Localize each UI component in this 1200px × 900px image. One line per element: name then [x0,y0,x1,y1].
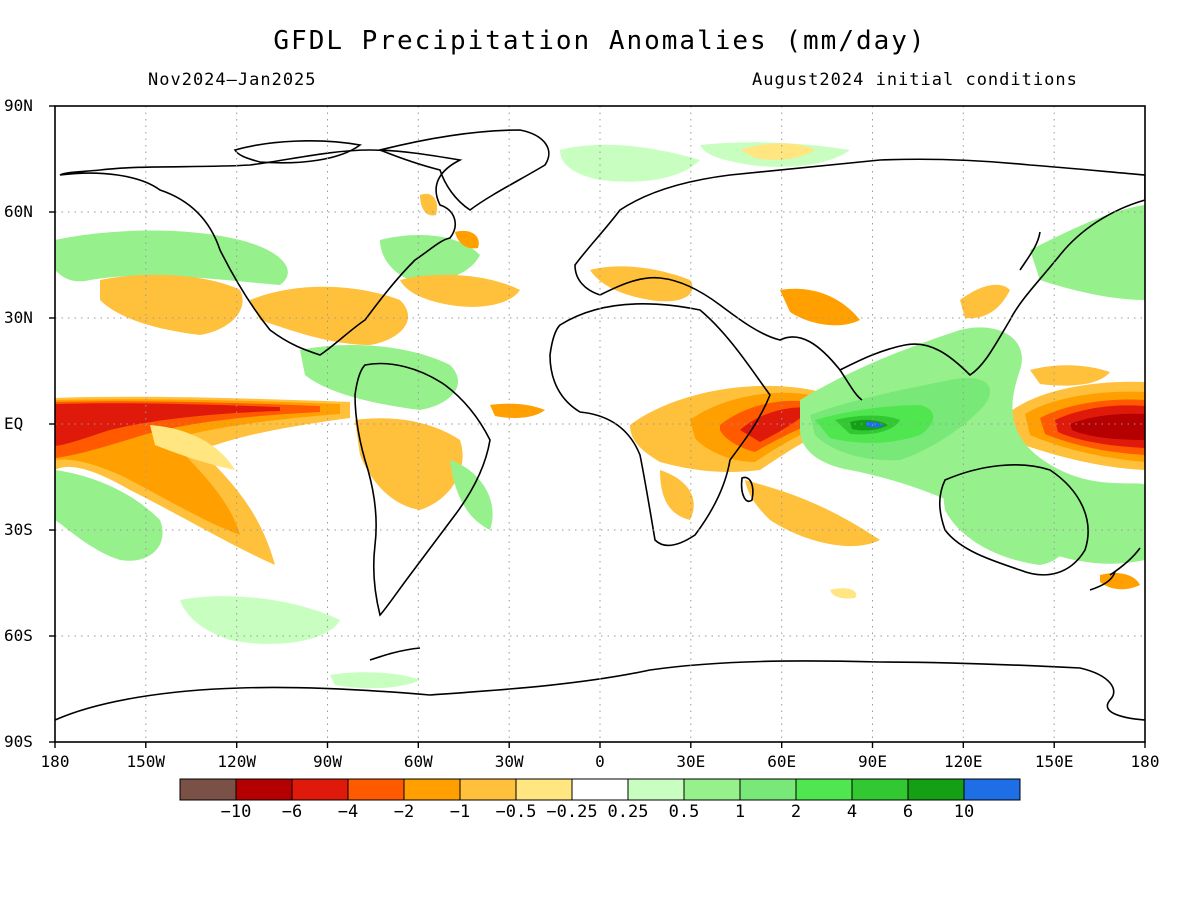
lat-label-90s: 90S [4,732,33,751]
lon-label-180e: 180 [1130,752,1160,771]
colorbar-label: 6 [902,802,914,822]
lon-label-60e: 60E [767,752,797,771]
colorbar-swatch [459,778,517,801]
colorbar-label: 4 [846,802,858,822]
colorbar-label: 0.5 [668,802,700,822]
lon-label-180w: 180 [40,752,70,771]
colorbar-label: 1 [734,802,746,822]
colorbar-label: 10 [953,802,975,822]
colorbar-swatch [627,778,685,801]
initial-conditions: August2024 initial conditions [752,70,1078,90]
colorbar-swatch [235,778,293,801]
axis-ticks [49,105,1146,748]
colorbar-swatch [907,778,965,801]
colorbar-label: −0.5 [495,802,537,822]
lat-label-30n: 30N [4,308,33,327]
colorbar-label: 2 [790,802,802,822]
lat-label-eq: EQ [4,414,24,433]
lon-label-120w: 120W [217,752,256,771]
colorbar-swatch [963,778,1021,801]
lon-label-90w: 90W [313,752,342,771]
colorbar-swatch [403,778,461,801]
lat-label-60s: 60S [4,626,33,645]
lon-label-150w: 150W [126,752,166,771]
colorbar-label: −1 [449,802,471,822]
lat-label-90n: 90N [4,96,33,115]
colorbar-swatch [683,778,741,801]
lon-label-60w: 60W [403,752,433,771]
colorbar-label: −4 [337,802,359,822]
lon-label-0: 0 [595,752,605,771]
colorbar [179,778,1021,801]
lat-label-30s: 30S [4,520,33,539]
lon-label-30w: 30W [494,752,524,771]
coastlines [55,129,1145,721]
lon-label-90e: 90E [858,752,887,771]
colorbar-swatch [795,778,853,801]
lon-label-150e: 150E [1034,752,1074,771]
colorbar-label: −6 [281,802,303,822]
forecast-period: Nov2024–Jan2025 [148,70,317,90]
colorbar-label: 0.25 [607,802,649,822]
colorbar-swatch [179,778,237,801]
colorbar-swatch [291,778,349,801]
colorbar-label: −0.25 [546,802,598,822]
colorbar-swatch [739,778,797,801]
colorbar-swatch [571,778,629,801]
colorbar-swatch [347,778,405,801]
map-title: GFDL Precipitation Anomalies (mm/day) [273,26,927,56]
colorbar-label: −2 [393,802,415,822]
colorbar-swatch [515,778,573,801]
colorbar-label: −10 [220,802,252,822]
colorbar-swatch [851,778,909,801]
lon-label-120e: 120E [944,752,983,771]
lon-label-30e: 30E [676,752,706,771]
lat-label-60n: 60N [4,202,33,221]
anomaly-shading [55,142,1145,689]
